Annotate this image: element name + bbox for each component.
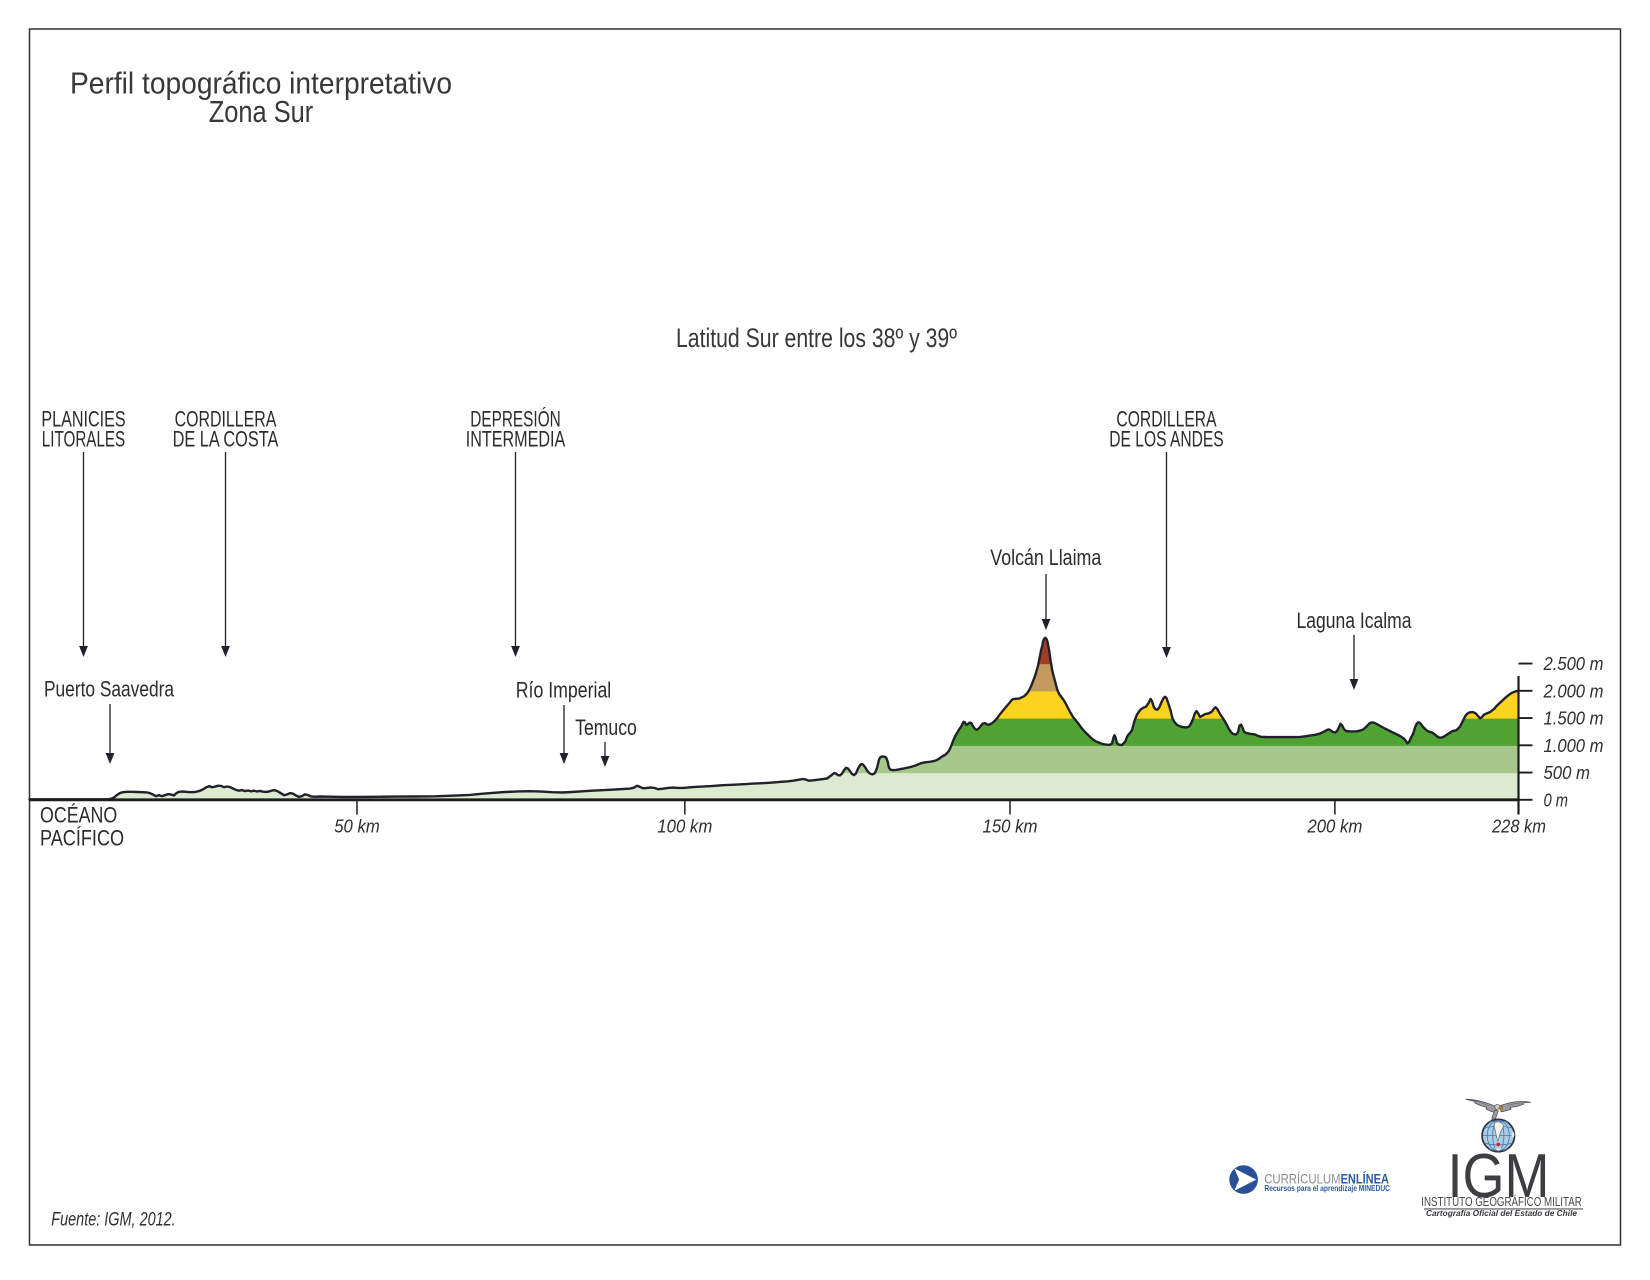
svg-text:Río Imperial: Río Imperial — [516, 678, 612, 703]
svg-text:Recursos para el aprendizaje M: Recursos para el aprendizaje MINEDUC — [1264, 1184, 1390, 1193]
svg-text:0 m: 0 m — [1544, 789, 1569, 810]
svg-text:2.500 m: 2.500 m — [1543, 653, 1604, 674]
svg-text:Perfil topográfico interpretat: Perfil topográfico interpretativo — [70, 67, 452, 101]
svg-text:CORDILLERA: CORDILLERA — [1116, 406, 1216, 431]
svg-text:500 m: 500 m — [1544, 762, 1591, 783]
svg-text:Cartografía Oficial del Estado: Cartografía Oficial del Estado de Chile — [1426, 1208, 1577, 1218]
svg-text:PACÍFICO: PACÍFICO — [40, 826, 124, 851]
svg-text:100 km: 100 km — [657, 816, 712, 837]
svg-text:DEPRESIÓN: DEPRESIÓN — [470, 406, 561, 431]
svg-text:INSTITUTO GEOGRÁFICO MILITAR: INSTITUTO GEOGRÁFICO MILITAR — [1421, 1194, 1582, 1209]
svg-text:228 km: 228 km — [1491, 816, 1546, 837]
svg-text:50 km: 50 km — [334, 816, 380, 837]
svg-text:Volcán Llaima: Volcán Llaima — [990, 545, 1101, 570]
svg-text:Latitud Sur entre los 38º y 39: Latitud Sur entre los 38º y 39º — [676, 323, 957, 353]
svg-text:LITORALES: LITORALES — [42, 427, 125, 452]
svg-text:1.000 m: 1.000 m — [1544, 735, 1604, 756]
svg-text:150 km: 150 km — [983, 816, 1038, 837]
svg-text:1.500 m: 1.500 m — [1544, 708, 1604, 729]
svg-text:200 km: 200 km — [1306, 816, 1362, 837]
svg-text:CURRÍCULUM: CURRÍCULUM — [1264, 1171, 1340, 1186]
svg-text:IGM: IGM — [1448, 1142, 1550, 1211]
svg-text:Temuco: Temuco — [575, 715, 637, 740]
svg-text:OCÉANO: OCÉANO — [40, 803, 117, 828]
svg-text:Zona Sur: Zona Sur — [209, 95, 314, 129]
svg-text:Laguna Icalma: Laguna Icalma — [1297, 608, 1412, 633]
svg-text:Puerto Saavedra: Puerto Saavedra — [44, 677, 174, 702]
svg-text:INTERMEDIA: INTERMEDIA — [466, 427, 566, 452]
svg-text:DE LOS ANDES: DE LOS ANDES — [1109, 427, 1223, 452]
svg-text:ENLÍNEA: ENLÍNEA — [1341, 1171, 1389, 1186]
svg-text:Fuente: IGM, 2012.: Fuente: IGM, 2012. — [51, 1210, 175, 1231]
svg-text:CORDILLERA: CORDILLERA — [175, 406, 277, 431]
svg-text:DE LA COSTA: DE LA COSTA — [173, 427, 279, 452]
svg-text:2.000 m: 2.000 m — [1543, 680, 1604, 701]
svg-text:PLANICIES: PLANICIES — [41, 406, 125, 431]
